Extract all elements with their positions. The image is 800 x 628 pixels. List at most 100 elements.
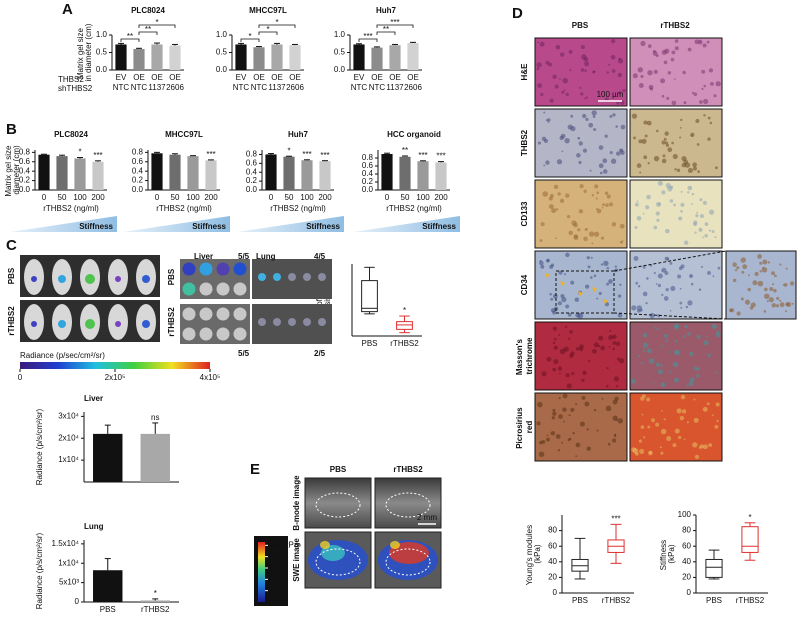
significance-bracket	[258, 31, 278, 35]
row-label: THBS2	[520, 129, 529, 156]
organ	[258, 273, 266, 281]
texture	[582, 113, 587, 119]
texture	[593, 408, 597, 412]
texture	[697, 170, 700, 173]
texture	[592, 115, 596, 119]
texture	[703, 84, 706, 88]
texture	[761, 267, 768, 273]
texture	[656, 201, 662, 207]
texture	[559, 135, 564, 141]
y-tick-label: 0.0	[334, 65, 346, 74]
texture	[680, 190, 683, 193]
texture	[713, 94, 717, 98]
bar	[399, 156, 411, 190]
texture	[679, 287, 682, 290]
y-tick-label: 3x10⁴	[58, 411, 79, 420]
texture	[648, 358, 655, 364]
texture	[577, 228, 581, 232]
y-tick-label: 0.0	[246, 185, 258, 194]
box	[396, 321, 413, 330]
texture	[642, 342, 649, 348]
bar	[265, 154, 277, 190]
tumor-outline	[385, 492, 431, 518]
texture	[674, 325, 679, 330]
texture	[592, 70, 596, 73]
count-label: 2/5	[314, 349, 326, 358]
texture	[685, 305, 689, 309]
texture	[542, 191, 549, 197]
texture	[747, 287, 752, 292]
texture	[736, 266, 740, 270]
y-tick-label: 0.4	[246, 167, 258, 176]
x-tick-label: OE	[151, 73, 163, 82]
colorbar-tick-label: 68	[269, 552, 278, 561]
texture	[785, 310, 788, 313]
texture	[669, 261, 673, 265]
y-tick-label: 0.4	[19, 166, 31, 175]
texture	[607, 442, 611, 446]
texture	[596, 191, 600, 195]
texture	[660, 428, 667, 435]
texture	[616, 101, 620, 105]
texture	[609, 151, 613, 155]
y-tick-label: 80	[548, 526, 557, 535]
texture	[639, 171, 642, 174]
texture	[575, 442, 581, 448]
y-axis-label: Stiffness (kPa)	[659, 538, 676, 571]
x-axis-label: rTHBS2 (ng/ml)	[270, 204, 326, 213]
texture	[600, 345, 605, 351]
bar	[169, 45, 181, 70]
texture	[559, 372, 561, 375]
texture	[672, 443, 677, 448]
organ	[303, 318, 311, 326]
texture	[562, 77, 569, 84]
texture	[679, 415, 685, 421]
texture	[606, 266, 610, 270]
texture	[642, 291, 648, 297]
significance: **	[383, 25, 389, 34]
texture	[567, 312, 572, 317]
texture	[606, 194, 611, 199]
texture	[596, 429, 599, 432]
y-tick-label: 20	[682, 573, 691, 582]
texture	[558, 270, 563, 275]
texture	[563, 89, 566, 92]
texture	[711, 414, 714, 417]
y-tick-label: 0	[687, 588, 692, 597]
texture	[568, 337, 571, 340]
significance: ***	[206, 150, 215, 159]
texture	[585, 96, 589, 99]
texture	[630, 378, 636, 384]
significance: *	[78, 148, 81, 157]
texture	[680, 306, 683, 309]
texture	[564, 137, 570, 144]
texture	[643, 120, 648, 125]
texture	[600, 263, 604, 266]
texture	[598, 163, 604, 169]
texture	[560, 293, 565, 299]
texture	[740, 297, 744, 301]
texture	[674, 39, 679, 43]
texture	[547, 118, 551, 122]
texture	[671, 100, 677, 106]
stiffness-label: Stiffness	[192, 222, 226, 231]
texture	[657, 369, 664, 375]
y-tick-label: 0.0	[216, 65, 228, 74]
signal	[115, 321, 121, 327]
texture	[619, 283, 622, 286]
organ	[318, 318, 326, 326]
panel-label: B	[6, 121, 17, 138]
tumor-outline	[385, 548, 431, 576]
texture	[580, 68, 585, 72]
organ-label: Liver	[194, 252, 213, 261]
significance-bracket	[138, 31, 158, 35]
texture	[653, 69, 658, 74]
texture	[614, 265, 618, 268]
bar	[169, 154, 181, 190]
texture	[702, 406, 708, 412]
y-tick-label: 1.0	[96, 30, 108, 39]
texture	[565, 304, 570, 309]
box	[705, 558, 723, 578]
bar	[381, 154, 393, 190]
texture	[558, 334, 561, 336]
